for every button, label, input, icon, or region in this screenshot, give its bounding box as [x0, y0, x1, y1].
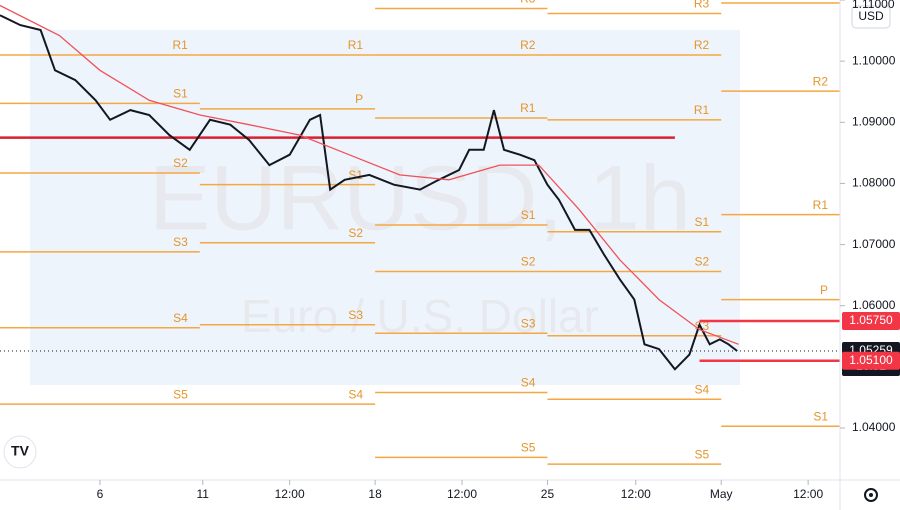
y-tick-label: 1.11000: [852, 0, 895, 11]
pivot-label: R2: [694, 38, 710, 52]
pivot-label: R1: [813, 198, 829, 212]
x-tick-label: 12:00: [621, 487, 651, 501]
pivot-label: S5: [173, 387, 188, 401]
pivot-label: S2: [521, 255, 536, 269]
plot: R1 S1 S2 S3 S4 S5 R1 P S1 S2 S3 S4 R3 R2 R1 S1 S2 S3 S4 S5 R…: [0, 0, 840, 465]
x-tick-label: 11: [197, 487, 210, 501]
pivot-label: P: [355, 92, 363, 106]
pivot-label: S2: [173, 156, 188, 170]
y-tick-label: 1.07000: [852, 237, 896, 251]
y-tick-label: 1.06000: [852, 298, 896, 312]
pivot-label: S2: [348, 226, 363, 240]
pivot-label: S1: [813, 409, 828, 423]
y-tick-label: 1.08000: [852, 176, 896, 190]
pivot-label: S1: [521, 208, 536, 222]
tradingview-logo[interactable]: TV: [3, 435, 37, 469]
currency-button[interactable]: [851, 5, 891, 29]
x-tick-label: 12:00: [447, 487, 477, 501]
y-tick-label: 1.09000: [852, 114, 896, 128]
pivot-label: S1: [348, 168, 363, 182]
price-line: [0, 14, 738, 371]
pivot-label: R1: [173, 38, 189, 52]
watermark-subtitle: Euro / U.S. Dollar: [241, 290, 599, 342]
x-tick-label: 6: [97, 487, 104, 501]
pivot-label: S5: [521, 441, 536, 455]
watermark-title: EURUSD, 1h: [149, 147, 691, 249]
price-label-box: [842, 312, 900, 331]
pivot-label: S3: [173, 235, 188, 249]
pivot-label: R1: [348, 38, 364, 52]
price-label: 1.05750: [849, 313, 893, 327]
pivot-label: R2: [520, 38, 536, 52]
pivot-label: S4: [173, 311, 188, 325]
pivot-label: S3: [521, 316, 536, 330]
x-tick-label: May: [710, 487, 733, 501]
x-tick-label: 12:00: [793, 487, 823, 501]
pivot-label: S5: [695, 447, 710, 461]
pivot-label: R1: [694, 103, 710, 117]
pivot-label: P: [820, 283, 828, 297]
price-label: 1.05100: [849, 353, 893, 367]
price-line: [0, 4, 739, 345]
price-label-box: [842, 351, 900, 370]
pivot-label: S4: [695, 382, 710, 396]
pivot-label: R3: [520, 0, 536, 6]
pivot-label: R1: [520, 101, 536, 115]
pivot-label: S2: [695, 255, 710, 269]
pivot-label: S1: [173, 87, 188, 101]
pivot-label: S1: [695, 215, 710, 229]
svg-text:TV: TV: [11, 443, 30, 459]
pivot-label: S3: [348, 308, 363, 322]
pivot-label: R2: [813, 74, 829, 88]
range-shade: [30, 30, 740, 385]
settings-icon[interactable]: [864, 488, 878, 502]
y-tick-label: 1.10000: [852, 53, 896, 67]
x-tick-label: 18: [368, 487, 382, 501]
pivot-label: R3: [694, 0, 710, 11]
x-tick-label: 12:00: [275, 487, 305, 501]
y-tick-label: 1.04000: [852, 420, 896, 434]
pivot-label: S4: [348, 387, 363, 401]
currency-label[interactable]: USD: [858, 9, 884, 23]
pivot-label: S4: [521, 376, 536, 390]
x-tick-label: 25: [541, 487, 555, 501]
